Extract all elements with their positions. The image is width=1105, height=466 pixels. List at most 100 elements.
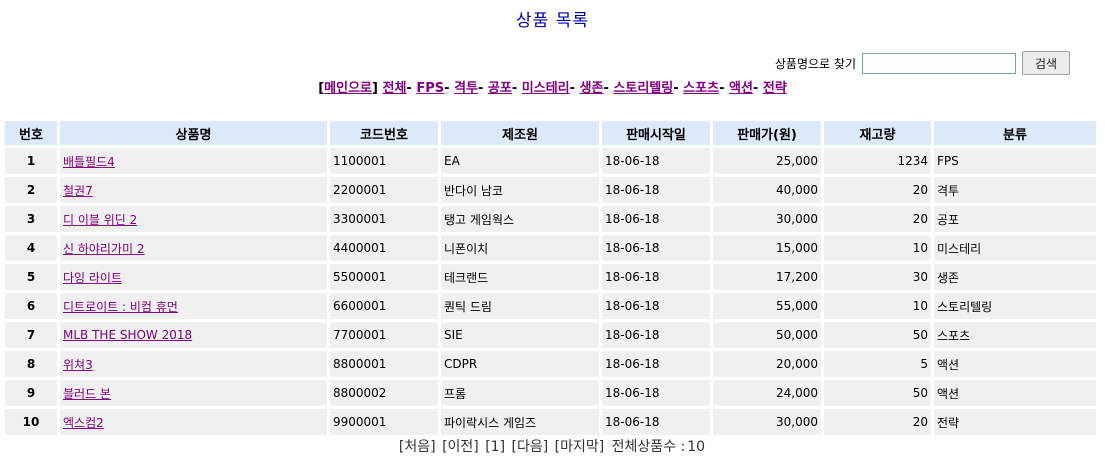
cell-price: 55,000 [713, 293, 821, 319]
cell-price: 24,000 [713, 380, 821, 406]
search-input[interactable] [862, 52, 1016, 74]
cell-product-name: 철권7 [60, 177, 327, 203]
cell-maker: 테크랜드 [441, 264, 599, 290]
header-release-date: 판매시작일 [602, 121, 710, 145]
cell-maker: 파이락시스 게임즈 [441, 409, 599, 435]
product-link[interactable]: 다잉 라이트 [63, 270, 123, 285]
page-title: 상품 목록 [516, 11, 589, 31]
cell-price: 30,000 [713, 206, 821, 232]
cell-code: 2200001 [330, 177, 438, 203]
category-link-fighting[interactable]: 격투 [454, 81, 478, 96]
cell-price: 50,000 [713, 322, 821, 348]
cell-code: 6600001 [330, 293, 438, 319]
category-link-survival[interactable]: 생존 [579, 81, 604, 96]
cell-release-date: 18-06-18 [602, 177, 710, 203]
product-link[interactable]: 위쳐3 [63, 357, 93, 372]
cell-number: 7 [5, 322, 57, 348]
cell-category: 공포 [934, 206, 1096, 232]
cell-category: 미스테리 [934, 235, 1096, 261]
cell-product-name: 엑스컴2 [60, 409, 327, 435]
cell-maker: 반다이 남코 [441, 177, 599, 203]
main-link[interactable]: 메인으로 [324, 81, 372, 96]
cell-product-name: 배틀필드4 [60, 148, 327, 174]
cell-category: FPS [934, 148, 1096, 174]
table-row: 9 블러드 본 8800002 프롬 18-06-18 24,000 50 액션 [5, 380, 1096, 406]
product-link[interactable]: 디 이블 위딘 2 [63, 212, 138, 227]
cell-release-date: 18-06-18 [602, 293, 710, 319]
product-link[interactable]: 철권7 [63, 183, 93, 198]
cell-release-date: 18-06-18 [602, 351, 710, 377]
cell-price: 25,000 [713, 148, 821, 174]
header-category: 분류 [934, 121, 1096, 145]
product-link[interactable]: 블러드 본 [63, 386, 111, 401]
table-row: 3 디 이블 위딘 2 3300001 탱고 게임웍스 18-06-18 30,000 20… [5, 206, 1096, 232]
table-row: 5 다잉 라이트 5500001 테크랜드 18-06-18 17,200 30 생존 [5, 264, 1096, 290]
cell-release-date: 18-06-18 [602, 322, 710, 348]
category-link-mystery[interactable]: 미스테리 [521, 81, 570, 96]
category-link-strategy[interactable]: 전략 [762, 81, 787, 96]
cell-maker: SIE [441, 322, 599, 348]
cell-number: 5 [5, 264, 57, 290]
category-link-fps[interactable]: FPS [416, 81, 445, 96]
table-row: 1 배틀필드4 1100001 EA 18-06-18 25,000 1234 FPS [5, 148, 1096, 174]
cell-code: 8800001 [330, 351, 438, 377]
cell-stock: 10 [824, 293, 931, 319]
cell-category: 액션 [934, 351, 1096, 377]
product-link[interactable]: 엑스컴2 [63, 415, 104, 430]
cell-maker: 탱고 게임웍스 [441, 206, 599, 232]
category-link-all[interactable]: 전체 [382, 81, 407, 96]
cell-category: 스토리텔링 [934, 293, 1096, 319]
cell-product-name: 다잉 라이트 [60, 264, 327, 290]
cell-maker: 니폰이치 [441, 235, 599, 261]
category-link-sports[interactable]: 스포츠 [683, 81, 720, 96]
cell-category: 액션 [934, 380, 1096, 406]
category-link-horror[interactable]: 공포 [487, 81, 512, 96]
page-next[interactable]: [다음] [511, 439, 549, 455]
product-link[interactable]: MLB THE SHOW 2018 [63, 328, 193, 342]
cell-release-date: 18-06-18 [602, 264, 710, 290]
cell-release-date: 18-06-18 [602, 148, 710, 174]
product-link[interactable]: 배틀필드4 [63, 154, 115, 169]
table-header-row: 번호 상품명 코드번호 제조원 판매시작일 판매가(원) 재고량 분류 [5, 121, 1096, 145]
page-first[interactable]: [처음] [398, 439, 436, 455]
header-maker: 제조원 [441, 121, 599, 145]
cell-stock: 5 [824, 351, 931, 377]
table-row: 2 철권7 2200001 반다이 남코 18-06-18 40,000 20 격투 [5, 177, 1096, 203]
page-last[interactable]: [마지막] [554, 439, 605, 455]
cell-maker: CDPR [441, 351, 599, 377]
cell-product-name: MLB THE SHOW 2018 [60, 322, 327, 348]
cell-code: 8800002 [330, 380, 438, 406]
cell-number: 10 [5, 409, 57, 435]
cell-category: 스포츠 [934, 322, 1096, 348]
cell-maker: EA [441, 148, 599, 174]
cell-price: 40,000 [713, 177, 821, 203]
cell-maker: 프롬 [441, 380, 599, 406]
category-link-storytelling[interactable]: 스토리텔링 [613, 81, 674, 96]
cell-number: 8 [5, 351, 57, 377]
cell-product-name: 블러드 본 [60, 380, 327, 406]
cell-code: 7700001 [330, 322, 438, 348]
cell-code: 9900001 [330, 409, 438, 435]
page-prev[interactable]: [이전] [442, 439, 479, 455]
cell-maker: 퀀틱 드림 [441, 293, 599, 319]
cell-number: 6 [5, 293, 57, 319]
cell-number: 3 [5, 206, 57, 232]
cell-release-date: 18-06-18 [602, 235, 710, 261]
cell-product-name: 위쳐3 [60, 351, 327, 377]
product-link[interactable]: 신 하야리가미 2 [63, 241, 145, 256]
cell-release-date: 18-06-18 [602, 380, 710, 406]
cell-release-date: 18-06-18 [602, 206, 710, 232]
search-label: 상품명으로 찾기 [774, 56, 856, 71]
search-button[interactable]: 검색 [1022, 51, 1070, 75]
table-row: 8 위쳐3 8800001 CDPR 18-06-18 20,000 5 액션 [5, 351, 1096, 377]
header-price: 판매가(원) [713, 121, 821, 145]
total-count: 전체상품수 :10 [611, 439, 706, 455]
product-link[interactable]: 디트로이트 : 비컴 휴먼 [63, 299, 178, 314]
cell-stock: 50 [824, 380, 931, 406]
total-count-value: 10 [687, 439, 706, 455]
cell-number: 9 [5, 380, 57, 406]
category-link-action[interactable]: 액션 [729, 81, 753, 96]
cell-stock: 30 [824, 264, 931, 290]
category-nav: [메인으로] 전체- FPS- 격투- 공포- 미스테리- 생존- 스토리텔링-… [318, 81, 787, 96]
page-current[interactable]: [1] [485, 439, 506, 455]
